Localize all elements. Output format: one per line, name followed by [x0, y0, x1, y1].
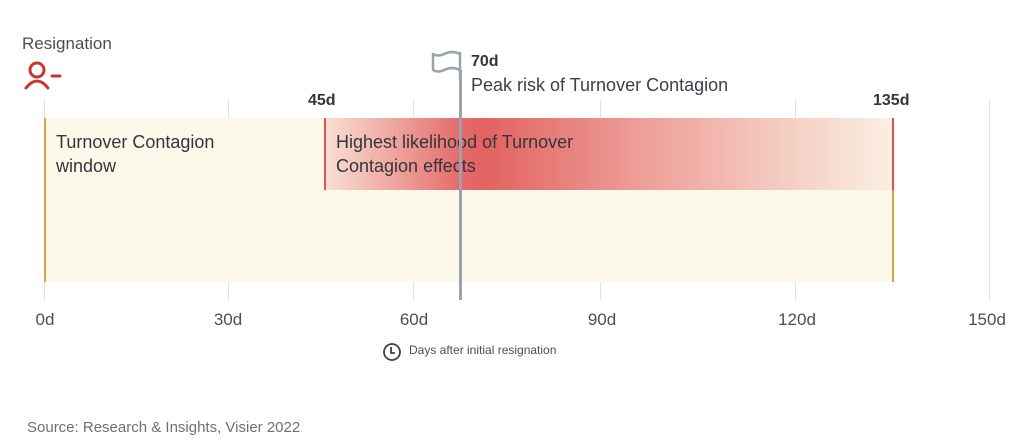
peak-label: Peak risk of Turnover Contagion — [471, 75, 729, 95]
axis-tick-label: 90d — [587, 310, 617, 329]
end-day-label: 135d — [873, 92, 910, 109]
axis-tick-label: 120d — [778, 310, 816, 329]
highlight-label: Highest likelihood of Turnover Contagion… — [336, 132, 574, 176]
axis-tick-label: 0d — [35, 310, 55, 329]
axis-caption: Days after initial resignation — [409, 343, 557, 357]
gridline — [989, 100, 990, 300]
user-minus-icon — [24, 61, 62, 90]
clock-icon — [383, 343, 401, 361]
window-label: Turnover Contagion window — [56, 132, 215, 176]
peak-day-label: 70d — [471, 53, 499, 70]
resignation-label: Resignation — [22, 34, 112, 53]
highest-likelihood-band — [324, 118, 894, 190]
source-note: Source: Research & Insights, Visier 2022 — [27, 419, 301, 436]
flag-icon — [431, 50, 462, 78]
start-day-label: 45d — [308, 92, 336, 109]
axis-tick-label: 30d — [213, 310, 243, 329]
axis-tick-label: 150d — [968, 310, 1006, 329]
axis-tick-label: 60d — [399, 310, 429, 329]
peak-marker-line — [459, 70, 462, 300]
